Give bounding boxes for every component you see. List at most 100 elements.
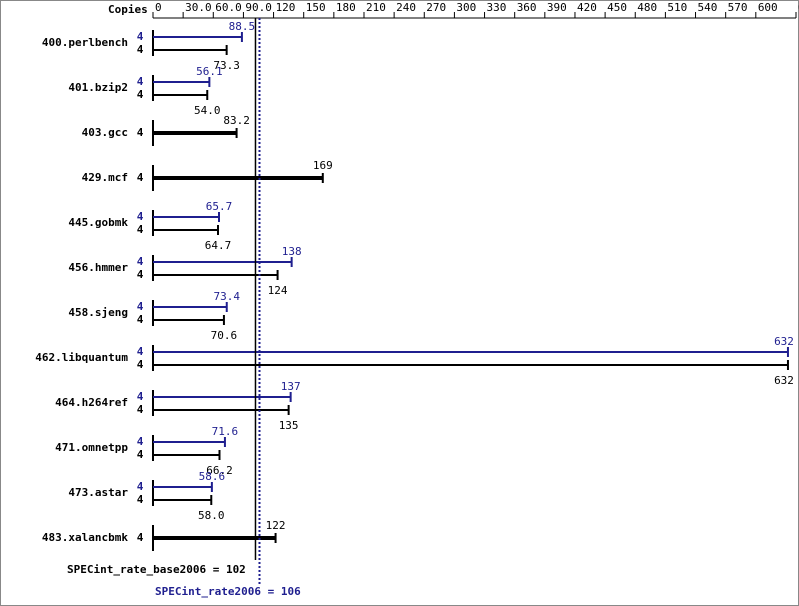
bar [153,81,210,83]
value-label: 135 [279,419,299,432]
x-tick-label: 0 [155,1,162,14]
bar [153,319,224,321]
x-tick-label: 150 [306,1,326,14]
bar [153,441,225,443]
copies-label: 4 [137,480,144,493]
value-label: 632 [774,374,794,387]
x-tick-label: 570 [728,1,748,14]
benchmark-label: 445.gobmk [68,216,128,229]
copies-label: 4 [137,531,144,544]
benchmark-label: 462.libquantum [35,351,128,364]
bar [153,36,242,38]
bar [153,536,276,540]
benchmark-label: 473.astar [68,486,128,499]
bar [153,409,289,411]
bar [153,364,788,366]
x-tick-label: 90.0 [245,1,272,14]
benchmark-label: 483.xalancbmk [42,531,128,544]
value-label: 124 [268,284,288,297]
copies-label: 4 [137,223,144,236]
copies-label: 4 [137,358,144,371]
value-label: 88.5 [229,20,256,33]
x-tick-label: 420 [577,1,597,14]
copies-label: 4 [137,390,144,403]
value-label: 73.3 [213,59,240,72]
copies-label: 4 [137,210,144,223]
bar [153,351,788,353]
x-tick-label: 390 [547,1,567,14]
bar [153,229,219,231]
x-tick-label: 30.0 [185,1,212,14]
x-tick-label: 120 [276,1,296,14]
copies-label: 4 [137,43,144,56]
x-tick-label: 210 [366,1,386,14]
value-label: 83.2 [223,114,250,127]
copies-label: 4 [137,75,144,88]
benchmark-label: 456.hmmer [68,261,128,274]
x-tick-label: 300 [456,1,476,14]
x-tick-label: 60.0 [215,1,242,14]
value-label: 70.6 [211,329,238,342]
value-label: 73.4 [213,290,240,303]
copies-label: 4 [137,268,144,281]
x-tick-label: 600 [758,1,778,14]
copies-label: 4 [137,493,144,506]
value-label: 169 [313,159,333,172]
copies-label: 4 [137,448,144,461]
x-tick-label: 510 [667,1,687,14]
copies-label: 4 [137,403,144,416]
x-tick-label: 360 [517,1,537,14]
bar [153,499,212,501]
bar [153,94,208,96]
value-label: 66.2 [206,464,233,477]
value-label: 71.6 [212,425,239,438]
reference-label: SPECint_rate2006 = 106 [155,585,301,598]
copies-label: 4 [137,435,144,448]
value-label: 56.1 [196,65,223,78]
benchmark-label: 403.gcc [82,126,128,139]
benchmark-label: 464.h264ref [55,396,128,409]
copies-header: Copies [108,3,148,16]
copies-label: 4 [137,30,144,43]
copies-label: 4 [137,300,144,313]
copies-label: 4 [137,255,144,268]
bar [153,306,227,308]
bar [153,454,220,456]
bar [153,131,237,135]
bar [153,49,227,51]
bar [153,486,212,488]
copies-label: 4 [137,313,144,326]
reference-label: SPECint_rate_base2006 = 102 [67,563,246,576]
benchmark-label: 429.mcf [82,171,128,184]
benchmark-label: 471.omnetpp [55,441,128,454]
copies-label: 4 [137,171,144,184]
value-label: 137 [281,380,301,393]
copies-label: 4 [137,126,144,139]
benchmark-label: 458.sjeng [68,306,128,319]
value-label: 58.0 [198,509,225,522]
value-label: 632 [774,335,794,348]
x-tick-label: 240 [396,1,416,14]
copies-label: 4 [137,88,144,101]
value-label: 58.6 [199,470,226,483]
bar [153,176,323,180]
value-label: 54.0 [194,104,221,117]
value-label: 122 [266,519,286,532]
x-tick-label: 180 [336,1,356,14]
x-tick-label: 540 [698,1,718,14]
x-tick-label: 270 [426,1,446,14]
bar [153,396,291,398]
value-label: 65.7 [206,200,233,213]
bar [153,274,278,276]
value-label: 64.7 [205,239,232,252]
copies-label: 4 [137,345,144,358]
x-tick-label: 450 [607,1,627,14]
x-tick-label: 330 [487,1,507,14]
bar [153,261,292,263]
bar [153,216,220,218]
x-tick-label: 480 [637,1,657,14]
benchmark-label: 400.perlbench [42,36,128,49]
benchmark-label: 401.bzip2 [68,81,128,94]
